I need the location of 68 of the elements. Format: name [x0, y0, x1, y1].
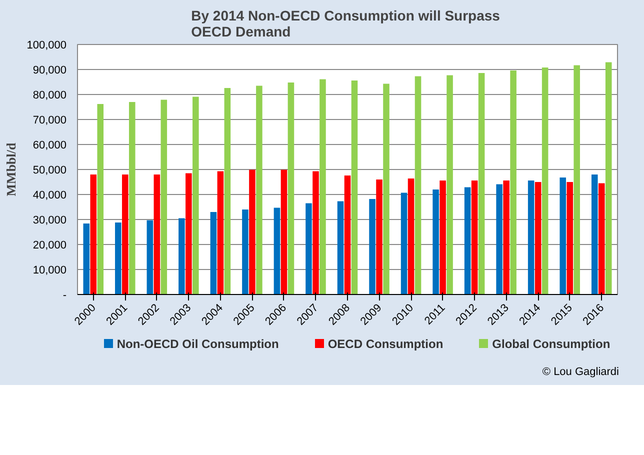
bar [528, 180, 534, 294]
bar [122, 174, 128, 294]
bar [274, 208, 280, 294]
bar [376, 180, 382, 294]
bar [210, 212, 217, 294]
bar [351, 80, 358, 294]
bar [400, 192, 408, 294]
bar [242, 210, 248, 294]
bar [542, 68, 548, 294]
bar [146, 220, 154, 294]
bar [446, 75, 453, 294]
bar [605, 62, 612, 294]
bar [566, 182, 573, 294]
y-tick-label: 60,000 [32, 140, 67, 152]
legend-label: OECD Consumption [328, 336, 444, 350]
bar [160, 100, 168, 294]
bar [337, 201, 344, 294]
bar [440, 180, 446, 294]
legend-label: Global Consumption [492, 336, 610, 350]
bar [224, 88, 231, 294]
y-tick-label: - [62, 290, 67, 302]
bar [383, 84, 390, 294]
y-tick-label: 70,000 [32, 114, 67, 126]
bar [344, 176, 351, 294]
bar [186, 173, 192, 294]
bar [312, 171, 319, 294]
y-tick-label: 80,000 [32, 90, 67, 102]
bar [408, 178, 414, 294]
bar [256, 86, 262, 294]
bar [591, 174, 598, 294]
text: © Lou Gagliardi [542, 366, 619, 378]
bar [471, 180, 478, 294]
bar [598, 183, 605, 294]
bar [534, 182, 542, 294]
y-tick-label: 90,000 [32, 64, 67, 76]
y-tick-label: 30,000 [32, 214, 67, 226]
bar [574, 65, 580, 294]
bar [288, 82, 294, 294]
legend-label: Non-OECD Oil Consumption [116, 336, 279, 350]
bar [178, 218, 185, 294]
y-axis-title: MMbbl/d [4, 142, 19, 196]
bar [320, 79, 326, 294]
y-tick-label: 20,000 [32, 240, 67, 252]
y-tick-label: 10,000 [32, 264, 67, 276]
bar [280, 170, 288, 294]
bar [478, 73, 485, 294]
bar [510, 70, 516, 294]
bar [432, 190, 439, 294]
bar [97, 104, 104, 294]
bar [154, 174, 160, 294]
bar [249, 170, 256, 294]
y-tick-label: 100,000 [26, 40, 67, 52]
bar [369, 199, 376, 294]
bar [503, 180, 510, 294]
bar [414, 76, 422, 294]
y-tick-label: 50,000 [32, 164, 67, 176]
bar [217, 171, 224, 294]
bar [306, 203, 312, 294]
bar [90, 174, 97, 294]
bar [560, 178, 566, 294]
y-tick-label: 40,000 [32, 190, 67, 202]
bar [83, 224, 90, 294]
bar [115, 222, 122, 294]
chart-title: By 2014 Non-OECD Consumption will Surpass OECD Demand [191, 8, 500, 40]
bar [128, 102, 136, 294]
bar [464, 187, 471, 294]
bar [496, 184, 502, 294]
bar [192, 96, 199, 294]
